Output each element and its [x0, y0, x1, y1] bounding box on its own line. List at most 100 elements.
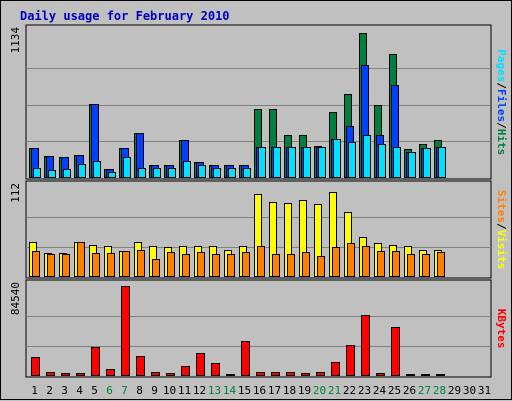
x-tick-label: 22	[343, 384, 356, 397]
bar-kbytes-day-17	[271, 372, 280, 376]
bar-pages-day-2	[48, 170, 56, 178]
right-label-part: Hits	[495, 129, 508, 156]
bar-sites-day-4	[77, 242, 85, 277]
x-tick-label: 14	[223, 384, 237, 397]
x-tick-label: 11	[178, 384, 191, 397]
bar-pages-day-14	[228, 168, 236, 178]
bar-pages-day-25	[393, 147, 401, 178]
bar-pages-day-16	[258, 147, 266, 178]
bar-sites-day-26	[407, 254, 415, 277]
bar-sites-day-22	[347, 243, 355, 277]
bar-sites-day-9	[152, 259, 160, 277]
bar-kbytes-day-26	[406, 374, 415, 376]
bar-sites-day-24	[377, 251, 385, 277]
bar-sites-day-2	[47, 254, 55, 277]
bar-kbytes-day-20	[316, 372, 325, 376]
y-max-label: 84540	[9, 282, 22, 315]
bar-pages-day-27	[423, 148, 431, 178]
right-label-part: /	[495, 82, 508, 89]
bar-sites-day-14	[227, 254, 235, 277]
bar-kbytes-day-16	[256, 372, 265, 376]
bar-kbytes-day-23	[361, 315, 370, 376]
bar-kbytes-day-13	[211, 363, 220, 376]
bar-kbytes-day-5	[91, 347, 100, 376]
bar-kbytes-day-28	[436, 374, 445, 376]
x-tick-label: 27	[418, 384, 431, 397]
bar-kbytes-day-11	[181, 366, 190, 376]
bar-kbytes-day-10	[166, 373, 175, 376]
x-tick-label: 15	[238, 384, 251, 397]
x-tick-label: 1	[31, 384, 38, 397]
bar-kbytes-day-8	[136, 356, 145, 376]
bar-sites-day-7	[122, 251, 130, 277]
x-tick-label: 6	[106, 384, 113, 397]
bar-sites-day-3	[62, 254, 70, 277]
bar-pages-day-4	[78, 164, 86, 178]
x-tick-label: 19	[298, 384, 311, 397]
bar-pages-day-21	[333, 139, 341, 178]
bar-sites-day-8	[137, 250, 145, 277]
panel-background	[25, 279, 492, 378]
right-label-part: Pages	[495, 49, 508, 82]
x-tick-label: 23	[358, 384, 371, 397]
bar-kbytes-day-18	[286, 372, 295, 376]
x-tick-label: 2	[46, 384, 53, 397]
bar-pages-day-17	[273, 147, 281, 178]
x-tick-label: 25	[388, 384, 401, 397]
bar-pages-day-10	[168, 168, 176, 178]
bar-pages-day-6	[108, 172, 116, 178]
bar-kbytes-day-14	[226, 374, 235, 376]
x-tick-label: 24	[373, 384, 387, 397]
bar-kbytes-day-12	[196, 353, 205, 376]
bar-pages-day-24	[378, 144, 386, 178]
bar-sites-day-13	[212, 254, 220, 277]
bar-pages-day-1	[33, 168, 41, 178]
bar-kbytes-day-2	[46, 372, 55, 376]
bar-pages-day-9	[153, 168, 161, 178]
bar-pages-day-15	[243, 168, 251, 178]
bar-sites-day-1	[32, 251, 40, 277]
bar-sites-day-19	[302, 252, 310, 277]
bar-pages-day-13	[213, 168, 221, 178]
bar-kbytes-day-19	[301, 373, 310, 376]
x-tick-label: 21	[328, 384, 341, 397]
x-tick-label: 8	[136, 384, 143, 397]
bar-pages-day-23	[363, 135, 371, 178]
bar-kbytes-day-15	[241, 341, 250, 376]
x-tick-label: 12	[193, 384, 206, 397]
panel-visits-sites: 112 Sites/Visits	[9, 180, 508, 279]
bar-kbytes-day-3	[61, 373, 70, 376]
bar-pages-day-19	[303, 147, 311, 178]
bar-sites-day-10	[167, 252, 175, 277]
bar-kbytes-day-24	[376, 373, 385, 376]
bar-kbytes-day-25	[391, 327, 400, 376]
bar-sites-day-28	[437, 252, 445, 277]
right-label-part: KBytes	[495, 309, 508, 349]
x-tick-label: 29	[448, 384, 461, 397]
bar-sites-day-25	[392, 251, 400, 277]
bar-kbytes-day-4	[76, 373, 85, 376]
x-tick-label: 17	[268, 384, 281, 397]
bar-pages-day-5	[93, 161, 101, 178]
chart-title: Daily usage for February 2010	[20, 9, 230, 23]
x-tick-label: 18	[283, 384, 296, 397]
bar-sites-day-21	[332, 247, 340, 277]
bar-sites-day-15	[242, 252, 250, 277]
panel-kbytes: 84540 KBytes	[9, 279, 508, 378]
x-tick-label: 28	[433, 384, 446, 397]
bar-pages-day-11	[183, 161, 191, 178]
x-tick-label: 31	[478, 384, 491, 397]
bar-pages-day-3	[63, 169, 71, 178]
y-max-label: 1134	[9, 27, 22, 54]
x-tick-label: 26	[403, 384, 416, 397]
bar-pages-day-18	[288, 147, 296, 178]
bar-sites-day-20	[317, 256, 325, 277]
bar-sites-day-18	[287, 254, 295, 277]
bar-kbytes-day-1	[31, 357, 40, 376]
x-axis-ticks: 1 2 3 4 5 6 7 8 9 10 11 12 13 14 15 16 17 18 19 20 21 22 23 24 2…	[31, 384, 491, 397]
right-label-part: Visits	[495, 230, 508, 270]
